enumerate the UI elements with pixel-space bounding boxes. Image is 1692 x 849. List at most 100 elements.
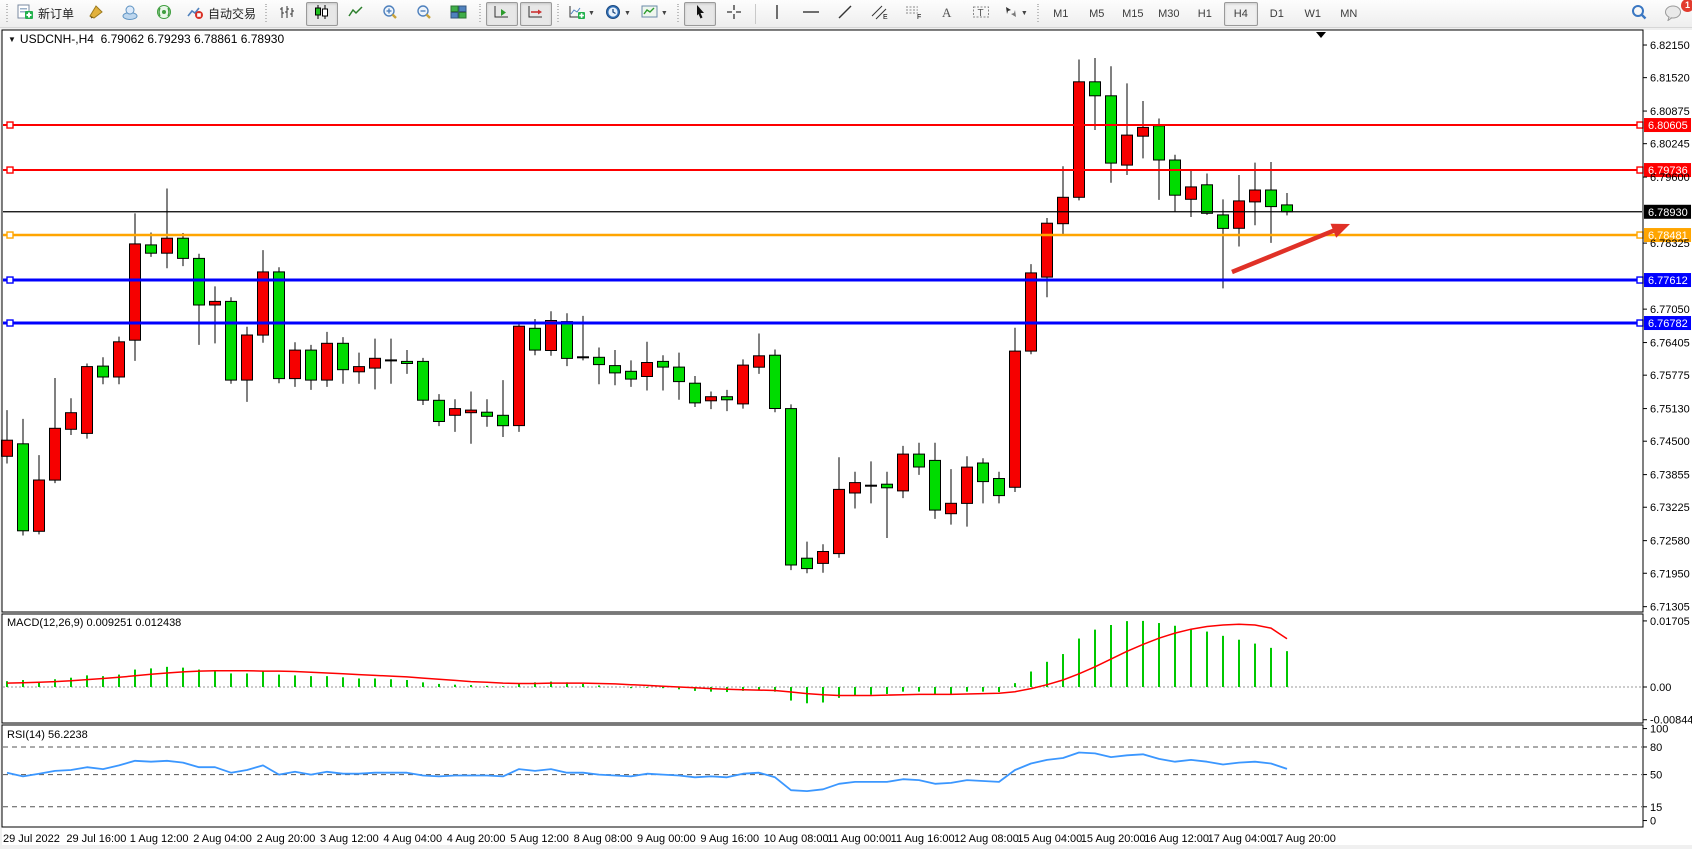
bar-chart-button[interactable] xyxy=(272,2,304,26)
zoom-in-button[interactable] xyxy=(374,2,406,26)
periods-button[interactable]: ▼ xyxy=(601,2,635,26)
macd-indicator-label: MACD(12,26,9) 0.009251 0.012438 xyxy=(7,617,182,629)
community-button[interactable] xyxy=(114,2,146,26)
autotrading-button[interactable]: 自动交易 xyxy=(182,2,260,26)
zoom-out-button[interactable] xyxy=(408,2,440,26)
candle xyxy=(641,362,653,377)
candle xyxy=(225,300,237,381)
trendline-icon xyxy=(837,4,853,23)
date-label: 4 Aug 20:00 xyxy=(447,833,506,845)
search-icon xyxy=(1630,4,1648,24)
label-button[interactable]: T xyxy=(965,2,997,26)
autoscroll-icon xyxy=(493,4,511,23)
chat-icon xyxy=(1664,4,1683,24)
candle xyxy=(961,466,973,504)
tf-button-D1[interactable]: D1 xyxy=(1269,7,1284,20)
fibonacci-button[interactable]: F xyxy=(897,2,929,26)
rsi-indicator: 100 80 50 15 0 xyxy=(3,724,1668,828)
price-badge xyxy=(1644,228,1691,243)
channel-button[interactable]: E xyxy=(863,2,895,26)
candle xyxy=(673,366,685,383)
zoom-out-icon xyxy=(415,4,433,24)
candle xyxy=(305,349,317,381)
chevron-down-icon: ▼ xyxy=(1020,10,1028,17)
shift-marker[interactable] xyxy=(1316,32,1326,38)
line-handle[interactable] xyxy=(6,276,14,284)
tf-button-M15[interactable]: M15 xyxy=(1122,7,1144,20)
candle xyxy=(1153,125,1165,161)
line-handle[interactable] xyxy=(6,319,14,327)
collapse-icon[interactable]: ▼ xyxy=(8,35,16,44)
date-label: 29 Jul 16:00 xyxy=(66,833,126,845)
svg-text:6.71950: 6.71950 xyxy=(1650,568,1690,580)
toolbar-grip[interactable] xyxy=(263,3,270,24)
templates-button[interactable]: ▼ xyxy=(637,2,672,26)
candle xyxy=(1233,200,1245,229)
crosshair-button[interactable] xyxy=(718,2,750,26)
toolbar-grip[interactable] xyxy=(4,3,10,24)
tf-button-M30[interactable]: M30 xyxy=(1158,7,1180,20)
candle xyxy=(353,366,365,373)
text-button[interactable]: A xyxy=(931,2,963,26)
svg-text:6.75130: 6.75130 xyxy=(1650,404,1690,416)
tf-button-H4[interactable]: H4 xyxy=(1223,1,1258,26)
new-order-button[interactable]: 新订单 xyxy=(13,2,78,26)
candle xyxy=(929,459,941,511)
line-handle[interactable] xyxy=(6,121,14,129)
toolbar-grip[interactable] xyxy=(674,3,681,24)
chart-shift-button[interactable] xyxy=(520,1,553,26)
tile-windows-button[interactable] xyxy=(442,2,474,26)
indicators-button[interactable]: ▼ xyxy=(564,2,599,26)
candle xyxy=(113,341,125,378)
line-handle[interactable] xyxy=(1636,276,1644,284)
cursor-button[interactable] xyxy=(683,1,716,26)
tf-button-MN[interactable]: MN xyxy=(1340,7,1358,20)
periods-icon xyxy=(605,4,622,23)
line-handle[interactable] xyxy=(6,166,14,174)
candle xyxy=(721,396,733,401)
line-handle[interactable] xyxy=(1636,319,1644,327)
metaeditor-button[interactable] xyxy=(80,2,112,26)
date-label: 9 Aug 16:00 xyxy=(700,833,759,845)
trendline-button[interactable] xyxy=(829,2,861,26)
arrows-button[interactable]: ▼ xyxy=(999,2,1032,26)
horizontal-line-button[interactable] xyxy=(795,2,827,26)
tf-button-M1[interactable]: M1 xyxy=(1053,7,1069,20)
line-handle[interactable] xyxy=(1636,231,1644,239)
vertical-line-button[interactable] xyxy=(761,2,793,26)
toolbar-grip[interactable] xyxy=(555,3,562,24)
new-order-icon xyxy=(17,4,34,23)
line-handle[interactable] xyxy=(1636,121,1644,129)
candle xyxy=(705,396,717,402)
autotrading-label: 自动交易 xyxy=(208,7,257,21)
notifications-button[interactable]: 1 xyxy=(1657,0,1692,26)
svg-text:6.80245: 6.80245 xyxy=(1650,139,1690,151)
candle xyxy=(1025,272,1037,352)
tf-button-W1[interactable]: W1 xyxy=(1304,7,1322,20)
line-handle[interactable] xyxy=(6,231,14,239)
tf-button-M5[interactable]: M5 xyxy=(1089,7,1105,20)
autoscroll-button[interactable] xyxy=(486,1,519,26)
main-toolbar: 新订单 自动交易 xyxy=(0,0,1692,28)
toolbar-grip[interactable] xyxy=(477,3,484,24)
rsi-indicator-label: RSI(14) 56.2238 xyxy=(7,729,88,741)
tf-button-H1[interactable]: H1 xyxy=(1197,7,1212,20)
candle xyxy=(1137,126,1149,137)
candle xyxy=(433,399,445,422)
line-chart-button[interactable] xyxy=(340,2,372,26)
price-badge xyxy=(1644,273,1691,288)
toolbar-grip[interactable] xyxy=(1034,3,1041,24)
candle xyxy=(1185,186,1197,200)
candle-chart-button[interactable] xyxy=(306,1,339,26)
date-label: 12 Aug 08:00 xyxy=(954,833,1019,845)
search-button[interactable] xyxy=(1623,2,1655,26)
bar-chart-icon xyxy=(279,4,297,23)
signals-button[interactable] xyxy=(148,2,180,26)
arrows-icon xyxy=(1003,4,1019,23)
svg-text:6.76405: 6.76405 xyxy=(1650,338,1690,350)
line-handle[interactable] xyxy=(1636,166,1644,174)
candle xyxy=(1089,81,1101,97)
arrow-annotation[interactable] xyxy=(1231,223,1350,275)
price-axis: 6.82150 6.81520 6.80875 6.80245 6.79600 6.783… xyxy=(1643,40,1690,614)
